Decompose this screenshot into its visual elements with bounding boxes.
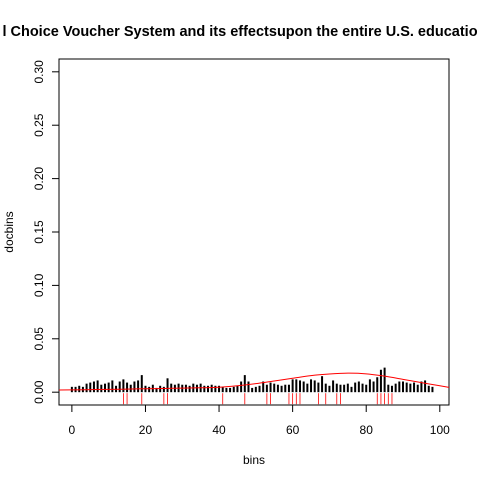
x-axis: 0 20 40 60 80 100 bbox=[69, 405, 450, 437]
rug-marks bbox=[122, 393, 393, 405]
y-tick-label: 0.15 bbox=[32, 220, 46, 244]
y-axis: 0.00 0.05 0.10 0.15 0.20 0.25 0.30 bbox=[32, 60, 59, 404]
plot-frame bbox=[58, 58, 450, 406]
y-tick-label: 0.10 bbox=[32, 273, 46, 297]
y-tick-label: 0.00 bbox=[32, 380, 46, 404]
x-axis-label: bins bbox=[243, 453, 265, 467]
x-tick-label: 40 bbox=[212, 423, 226, 437]
x-tick-label: 20 bbox=[139, 423, 153, 437]
bar-series bbox=[70, 367, 434, 393]
y-tick-label: 0.25 bbox=[32, 113, 46, 137]
y-tick-label: 0.05 bbox=[32, 327, 46, 351]
x-tick-label: 100 bbox=[430, 423, 450, 437]
y-tick-label: 0.30 bbox=[32, 60, 46, 84]
x-tick-label: 60 bbox=[286, 423, 300, 437]
density-curve bbox=[58, 372, 450, 391]
x-tick-label: 80 bbox=[360, 423, 374, 437]
chart-title: l Choice Voucher System and its effectsu… bbox=[2, 24, 477, 40]
x-tick-label: 0 bbox=[69, 423, 76, 437]
y-axis-label: docbins bbox=[2, 211, 16, 252]
y-tick-label: 0.20 bbox=[32, 167, 46, 191]
